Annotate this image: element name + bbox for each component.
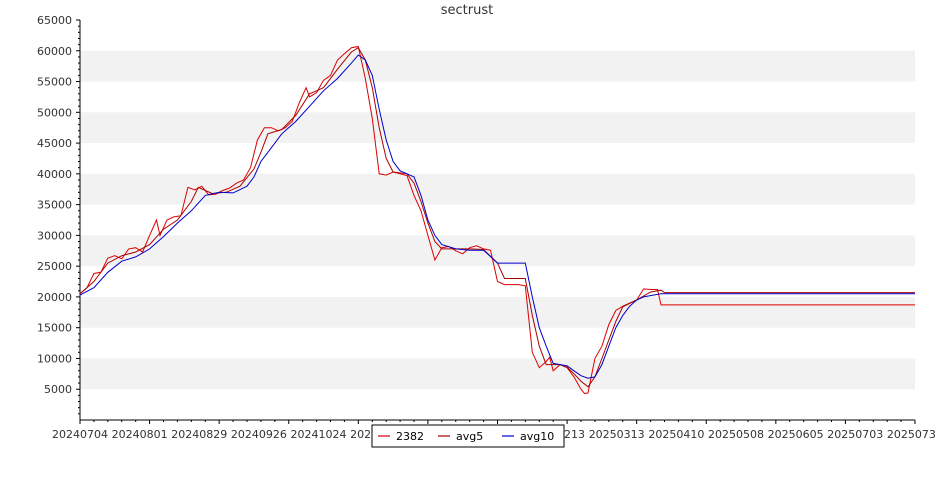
grid-band (80, 173, 915, 205)
y-tick-label: 65000 (37, 14, 72, 27)
x-tick-label: 20240704 (52, 428, 108, 441)
legend-label: avg10 (520, 430, 554, 443)
x-tick-label: 20240926 (231, 428, 287, 441)
y-tick-label: 20000 (37, 291, 72, 304)
grid-band (80, 235, 915, 267)
y-tick-label: 50000 (37, 106, 72, 119)
y-axis-ticks: 5000 10000 15000 20000 25000 30000 35000 40000 4… (37, 14, 80, 415)
grid-band (80, 50, 915, 82)
x-tick-label: 20241024 (291, 428, 347, 441)
series-line-2382 (79, 45, 915, 395)
grid-band (80, 358, 915, 390)
y-tick-label: 40000 (37, 168, 72, 181)
grid-bands (80, 20, 915, 420)
x-tick-label: 20250703 (827, 428, 883, 441)
plot-area (80, 20, 915, 420)
x-tick-label: 20250508 (708, 428, 764, 441)
legend-label: avg5 (456, 430, 483, 443)
legend-label: 2382 (396, 430, 424, 443)
grid-band (80, 296, 915, 328)
x-tick-label: 20250731 (887, 428, 935, 441)
x-tick-label: 20250605 (768, 428, 824, 441)
x-tick-label: 20250410 (648, 428, 704, 441)
legend: 2382 avg5 avg10 (371, 424, 565, 448)
y-tick-label: 55000 (37, 76, 72, 89)
series-line-avg5 (79, 47, 915, 388)
grid-band (80, 112, 915, 144)
x-tick-label: 20240829 (171, 428, 227, 441)
series-lines (79, 45, 915, 395)
y-tick-label: 60000 (37, 45, 72, 58)
y-tick-label: 25000 (37, 260, 72, 273)
y-tick-label: 45000 (37, 137, 72, 150)
y-tick-label: 15000 (37, 322, 72, 335)
chart-title: sectrust (441, 3, 493, 18)
x-tick-label: 20250313 (589, 428, 645, 441)
y-tick-label: 30000 (37, 229, 72, 242)
series-line-avg10 (79, 54, 915, 379)
y-tick-label: 35000 (37, 199, 72, 212)
legend-box (371, 424, 565, 448)
x-tick-label: 20240801 (112, 428, 168, 441)
y-tick-label: 10000 (37, 352, 72, 365)
y-tick-label: 5000 (44, 383, 72, 396)
